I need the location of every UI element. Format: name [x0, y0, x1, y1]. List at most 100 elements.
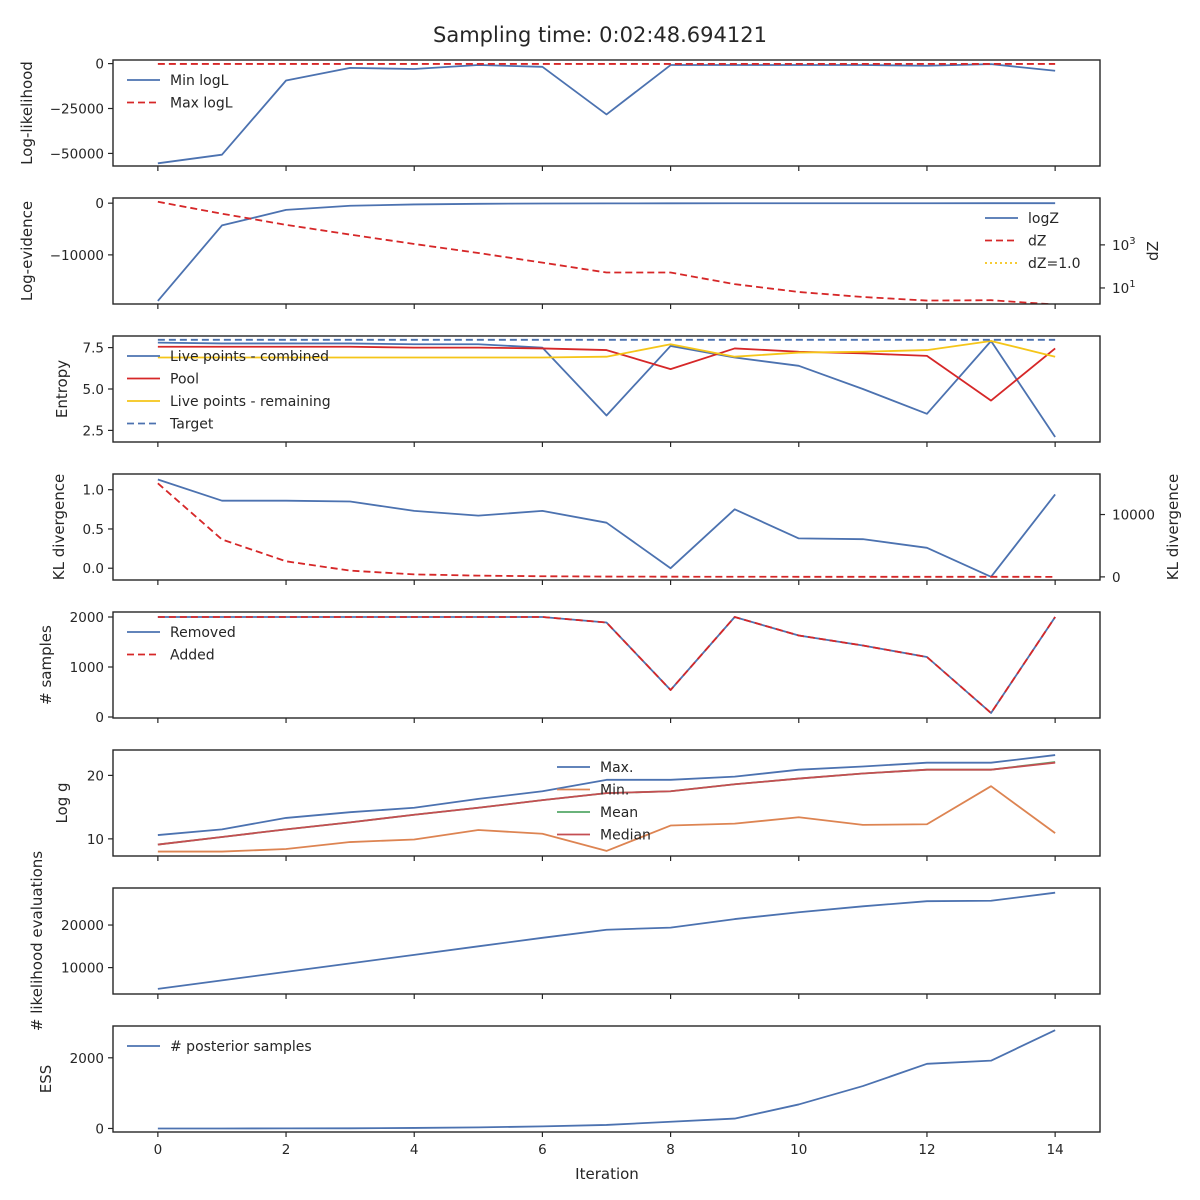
x-tick-label: 0: [154, 1142, 163, 1158]
subplot-2: 0 −10000 Log-evidence 103 101 dZ logZ dZ dZ=1.0: [18, 196, 1162, 309]
series-line-right-0: [157, 482, 1056, 578]
figure-title: Sampling time: 0:02:48.694121: [433, 23, 767, 47]
legend-label: Target: [169, 417, 214, 433]
series-line-median: [157, 761, 1056, 846]
right-y-tick-label: 101: [1112, 279, 1136, 297]
x-tick-label: 10: [790, 1142, 807, 1158]
plot-area: [157, 478, 1056, 578]
y-tick-label: 2000: [70, 610, 104, 626]
right-y-tick-label: 0: [1112, 570, 1121, 586]
y-tick-label: 10: [87, 832, 104, 848]
plot-area: [157, 338, 1056, 438]
y-tick-label: −50000: [50, 146, 104, 162]
legend: Live points - combined Pool Live points - …: [127, 349, 331, 433]
plot-area: [157, 200, 1056, 304]
legend-label: Pool: [170, 372, 199, 388]
plot-area: [157, 616, 1056, 714]
plot-area: [157, 1029, 1056, 1130]
plot-area: [157, 754, 1056, 853]
y-axis-label: ESS: [37, 1065, 55, 1094]
legend-label: # posterior samples: [170, 1039, 312, 1055]
axes-frame: [112, 59, 1101, 167]
y-axis-label: # samples: [37, 625, 55, 705]
subplot-7: 20000 10000 # likelihood evaluations: [28, 851, 1101, 1031]
plot-area: [157, 891, 1056, 990]
axes-frame: [112, 197, 1101, 305]
subplot-4: 1.0 0.5 0.0 KL divergence 10000 0 KL divergenc…: [50, 473, 1182, 586]
y-tick-label: 0.5: [83, 522, 104, 538]
axes-frame: [112, 887, 1101, 995]
x-tick-label: 2: [282, 1142, 291, 1158]
y-axis-label: Log-evidence: [18, 201, 36, 301]
series-line-left-0: [157, 478, 1056, 578]
subplot-8: 0 2 4 6 8 10 12 14 2000 0 ESS # posterior samples: [37, 1025, 1101, 1158]
y-tick-label: 0: [95, 710, 104, 726]
legend-label: Min.: [600, 783, 629, 799]
legend-label: Median: [600, 828, 651, 844]
subplot-6: 20 10 Log g Max. Min. Mean Median: [53, 749, 1101, 861]
y-tick-label: 10000: [61, 961, 104, 977]
legend: # posterior samples: [127, 1039, 312, 1055]
legend: Min logL Max logL: [127, 73, 233, 112]
series-line-left-0: [157, 891, 1056, 990]
right-y-axis-label: dZ: [1144, 241, 1162, 261]
subplot-3: 7.5 5.0 2.5 Entropy Live points - combined Po…: [53, 335, 1101, 447]
y-tick-label: 0: [95, 1121, 104, 1137]
series-line-pool: [157, 345, 1056, 402]
legend: Removed Added: [127, 625, 236, 664]
subplot-5: 2000 1000 0 # samples Removed Added: [37, 610, 1101, 726]
y-tick-label: 20: [87, 768, 104, 784]
series-line-dz: [157, 200, 1056, 304]
right-y-tick-label: 103: [1112, 236, 1136, 254]
legend-label: Min logL: [170, 73, 229, 89]
y-tick-label: 2.5: [83, 423, 104, 439]
legend-label: Live points - remaining: [170, 394, 331, 410]
legend-label: Max logL: [170, 96, 233, 112]
subplot-1: 0 −25000 −50000 Log-likelihood Min logL Max l…: [18, 57, 1101, 171]
legend: logZ dZ dZ=1.0: [985, 211, 1080, 272]
legend-label: dZ=1.0: [1028, 256, 1080, 272]
right-y-axis-label: KL divergence: [1164, 474, 1182, 580]
y-tick-label: 1.0: [83, 483, 104, 499]
series-line-min-logl: [157, 63, 1056, 165]
series-line-min-: [157, 785, 1056, 853]
series-line--posterior-samples: [157, 1029, 1056, 1130]
legend-label: dZ: [1028, 234, 1046, 250]
x-tick-label: 14: [1047, 1142, 1064, 1158]
axes-frame: [112, 749, 1101, 857]
series-line-logz: [157, 202, 1056, 302]
legend-label: Live points - combined: [170, 349, 329, 365]
right-y-tick-label: 10000: [1112, 508, 1155, 524]
y-tick-label: 0: [95, 196, 104, 212]
plot-area: [157, 63, 1056, 165]
y-tick-label: −10000: [50, 248, 104, 264]
y-tick-label: 2000: [70, 1051, 104, 1067]
legend: Max. Min. Mean Median: [557, 760, 651, 844]
legend-label: Added: [170, 648, 215, 664]
y-tick-label: 20000: [61, 918, 104, 934]
y-axis-label: Log g: [53, 782, 71, 823]
y-axis-label: # likelihood evaluations: [28, 851, 46, 1031]
axes-frame: [112, 335, 1101, 443]
y-axis-label: Log-likelihood: [18, 61, 36, 165]
series-line-live-points-combined: [157, 340, 1056, 438]
series-line-max-: [157, 754, 1056, 836]
y-tick-label: 0: [95, 57, 104, 73]
y-tick-label: −25000: [50, 102, 104, 118]
y-axis-label: KL divergence: [50, 474, 68, 580]
x-tick-label: 8: [666, 1142, 675, 1158]
y-tick-label: 7.5: [83, 341, 104, 357]
x-tick-label: 6: [538, 1142, 547, 1158]
y-tick-label: 5.0: [83, 382, 104, 398]
y-tick-label: 1000: [70, 660, 104, 676]
subplot-stack: 0 −25000 −50000 Log-likelihood Min logL Max l…: [18, 57, 1182, 1158]
x-tick-label: 4: [410, 1142, 419, 1158]
x-tick-label: 12: [918, 1142, 935, 1158]
axes-frame: [112, 473, 1101, 581]
legend-label: logZ: [1028, 211, 1059, 227]
legend-label: Max.: [600, 760, 633, 776]
y-axis-label: Entropy: [53, 360, 71, 418]
series-line-live-points-remaining: [157, 340, 1056, 359]
legend-label: Mean: [600, 805, 638, 821]
